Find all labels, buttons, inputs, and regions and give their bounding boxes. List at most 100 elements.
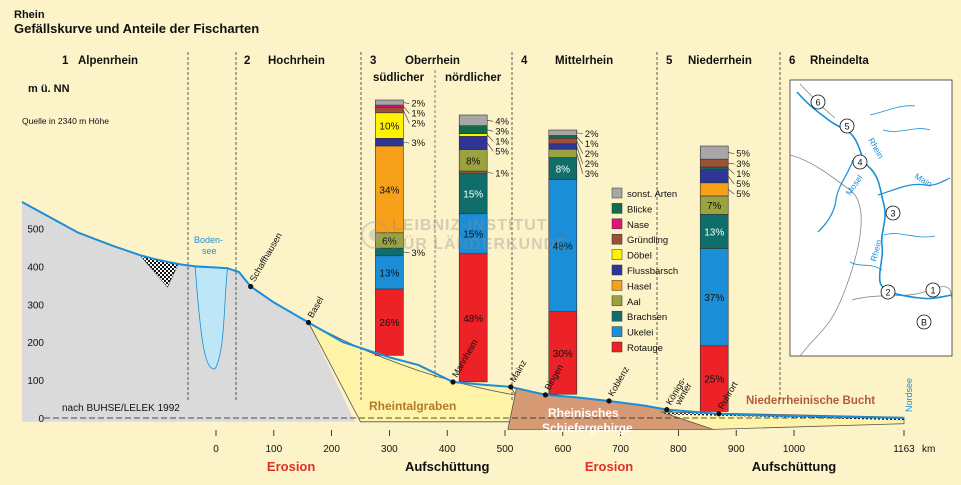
y-tick-label: 0 [38,414,44,425]
source-label: Quelle in 2340 m Höhe [22,116,109,126]
legend-swatch [611,280,623,291]
watermark-line-1: LEIBNIZ-INSTITUT [392,217,548,234]
fish-segment [699,182,729,197]
fish-segment [548,179,578,312]
minimap-marker-label: 5 [844,122,849,132]
x-tick-label: 700 [612,444,629,455]
fish-segment-label: 30% [553,349,573,360]
watermark-ring [361,221,389,249]
fish-leader-line [727,176,735,185]
fish-small-label: 1% [736,169,750,180]
watermark: LEIBNIZ-INSTITUT FÜR LÄNDERKUNDE [361,217,567,253]
legend-swatch [611,218,623,230]
region-rheintalgraben: Rheintalgraben [369,399,456,413]
fish-small-label: 3% [411,138,425,149]
legend-label: Nase [627,220,649,231]
fish-segment [458,213,488,255]
place-label: Mainz [508,358,529,384]
fish-small-label: 5% [495,146,509,157]
minimap-marker [810,94,826,110]
y-axis-label: m ü. NN [28,83,70,95]
x-tick-label: 100 [265,444,282,455]
section-6-name: Rheindelta [810,55,869,67]
fish-stack: 25%37%13%7%5%3%1%5%5% [699,145,751,412]
minimap-marker-label: 6 [815,98,820,108]
x-tick-label: 900 [728,444,745,455]
fish-leader-line [728,152,735,154]
fish-leader-line [403,251,410,254]
x-tick-label: 1000 [783,444,806,455]
y-tick-label: 200 [27,338,44,349]
place-label: Schaffhausen [248,231,284,284]
fish-small-label: 3% [585,169,599,180]
fish-segment [699,345,729,412]
y-tick-label: 100 [27,376,44,387]
region-schiefergebirge-line-1: Rheinisches [548,406,619,420]
minimap-river-mosel [817,159,854,233]
minimap-marker [852,154,868,170]
fish-segment [458,133,488,137]
region-schiefergebirge-line-2: Schiefergebirge [542,421,633,435]
x-tick-label: 500 [497,444,514,455]
place-dot [542,392,549,398]
legend-label: Ukelei [627,328,653,339]
fish-segment-label: 6% [382,236,397,247]
process-label: Erosion [267,459,315,474]
section-2-name: Hochrhein [268,55,325,67]
legend-swatch [611,203,623,214]
place-dot [508,384,514,390]
section-3-number: 3 [370,55,376,67]
place-dot [716,411,722,417]
x-tick-label: 200 [323,444,340,455]
process-label: Aufschüttung [405,459,490,474]
legend-label: Aal [627,297,641,308]
fish-small-label: 5% [736,189,750,200]
citation-label: nach BUHSE/LELEK 1992 [62,403,180,414]
river-profile-line [21,201,905,419]
minimap-marker [925,282,941,298]
fish-segment [699,166,729,170]
section-4-number: 4 [521,55,528,67]
fish-small-label: 1% [585,139,599,150]
fish-leader-line [487,172,494,174]
legend-label: sonst. Arten [627,189,677,200]
x-tick-label: 0 [213,444,219,455]
fish-stack: 26% 13% 6% 34% 10% 2%1%2% 3% 3% [375,99,426,356]
place-dot [606,398,612,404]
fish-segment [458,125,488,134]
fish-leader-line [403,110,410,124]
place-dot [248,283,254,290]
fish-segment-label: 26% [379,318,399,329]
fish-segment-label: 10% [379,122,399,133]
legend-label: Hasel [627,281,651,292]
axes-layer: 0 100 200 300 400 500 0 100 200 300 400 500 600 700 80… [27,225,935,475]
subsection-north: nördlicher [445,72,502,84]
fish-leader-line [728,162,735,165]
fish-small-label: 5% [736,179,750,190]
fish-segment-label: 48% [463,314,483,325]
legend-swatch [611,233,623,245]
watermark-dot [369,229,381,241]
legend-swatch [611,310,623,322]
x-tick-label: 600 [554,444,571,455]
fish-segment [699,214,729,249]
section-6-number: 6 [789,55,795,67]
section-2-number: 2 [244,55,250,67]
fish-segment [375,104,404,108]
fish-segment-label: 48% [553,242,573,253]
legend-swatch [611,249,623,260]
fish-leader-line [576,132,583,135]
fish-small-label: 2% [585,129,599,140]
fish-segment-label: 37% [704,293,724,304]
fish-segment-label: 25% [704,375,724,386]
fish-small-label: 4% [495,116,509,127]
fish-segment [699,145,729,160]
fish-segment-label: 15% [463,230,483,241]
minimap-marker [880,284,896,300]
fish-leader-line [487,129,494,132]
minimap-marker [885,205,901,221]
fish-segment-label: 8% [466,156,481,167]
place-dot [664,407,670,413]
figure-supertitle: Rhein [14,9,45,21]
minimap-marker-label: 3 [890,209,895,219]
